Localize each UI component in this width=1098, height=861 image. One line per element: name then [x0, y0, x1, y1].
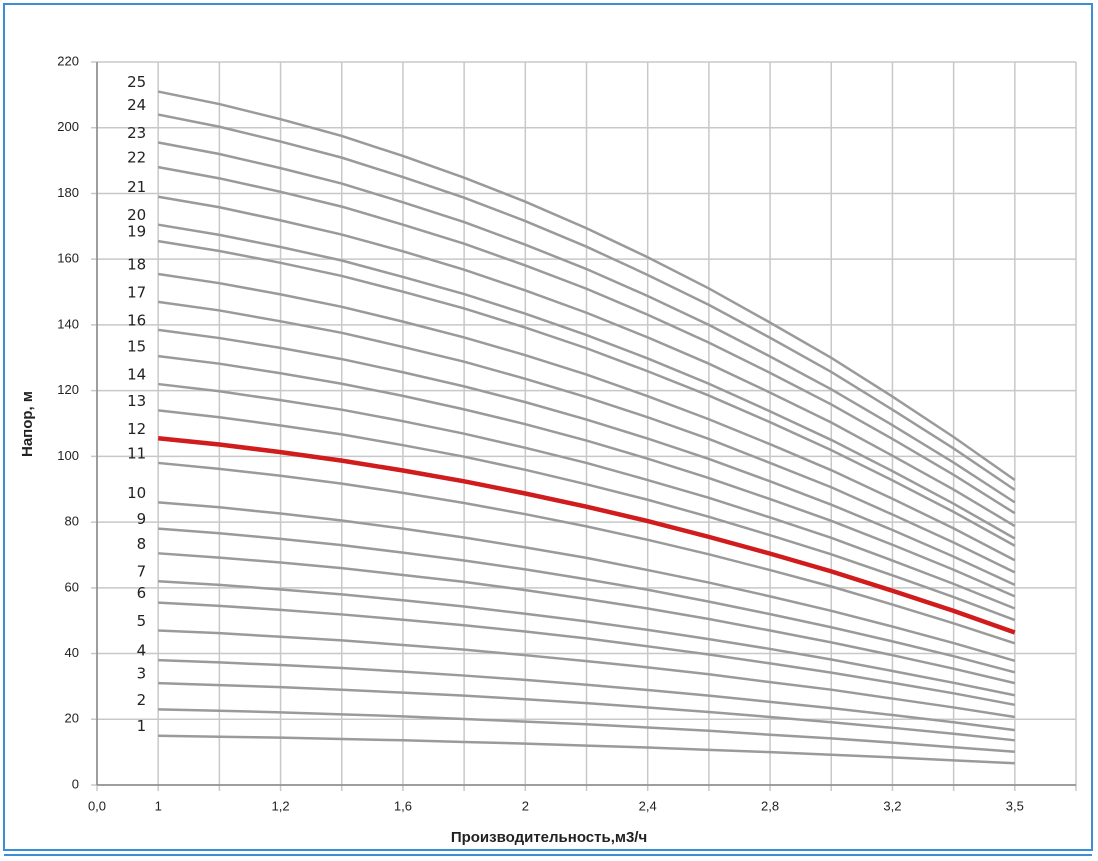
series-line: [158, 461, 1016, 645]
series-line: [157, 436, 1016, 635]
x-tick-label: 3,2: [883, 798, 901, 813]
frame: [3, 3, 1093, 851]
series-line: [158, 552, 1016, 685]
y-tick-label: 60: [65, 579, 79, 594]
series-line: [158, 501, 1016, 662]
series-label: 21: [127, 178, 146, 196]
y-tick-label: 220: [57, 53, 79, 68]
x-tick-label: 2: [522, 798, 529, 813]
series-label: 19: [127, 223, 146, 241]
series-line: [157, 90, 1016, 482]
series-line: [158, 328, 1016, 586]
series-label: 24: [127, 96, 146, 114]
series-label: 15: [127, 338, 146, 356]
series-label: 23: [127, 124, 146, 142]
series-label: 14: [127, 366, 146, 384]
x-tick-label: 1: [155, 798, 162, 813]
series-label: 9: [137, 510, 147, 528]
y-tick-label: 80: [65, 514, 79, 529]
series-label: 18: [127, 255, 146, 273]
series-line: [158, 708, 1015, 754]
series-line: [158, 658, 1015, 732]
series-label: 11: [127, 444, 146, 462]
x-tick-label: 1,2: [272, 798, 290, 813]
series-label: 12: [127, 420, 146, 438]
series-label: 20: [127, 206, 146, 224]
series-line: [157, 195, 1016, 528]
x-tick-label: 3,5: [1006, 798, 1024, 813]
y-tick-label: 160: [57, 251, 79, 266]
series-label: 7: [137, 563, 147, 581]
series-line: [158, 527, 1016, 674]
series-label: 2: [137, 691, 147, 709]
series-label: 6: [137, 584, 147, 602]
x-tick-label: 2,4: [639, 798, 657, 813]
y-tick-label: 20: [65, 711, 79, 726]
x-axis-title: Производительность,м3/ч: [451, 829, 647, 846]
series-line: [158, 300, 1016, 574]
y-tick-label: 180: [57, 185, 79, 200]
y-tick-label: 200: [57, 119, 79, 134]
series-label: 8: [137, 535, 147, 553]
series-line: [157, 165, 1016, 515]
series-line: [157, 141, 1016, 504]
series-label: 16: [127, 311, 146, 329]
series-line: [158, 409, 1016, 622]
series-line: [158, 272, 1016, 562]
y-tick-label: 40: [65, 645, 79, 660]
series-line: [158, 681, 1015, 742]
series-label: 10: [127, 484, 146, 502]
x-tick-label: 0,0: [88, 798, 106, 813]
series-line: [157, 223, 1016, 540]
series-label: 5: [137, 612, 147, 630]
x-tick-label: 1,6: [394, 798, 412, 813]
series-line: [157, 239, 1016, 547]
series-label: 1: [137, 717, 147, 735]
series-label: 22: [127, 149, 146, 167]
y-tick-label: 140: [57, 316, 79, 331]
series-line: [158, 629, 1016, 719]
series-label: 4: [137, 642, 147, 660]
series-line: [158, 579, 1016, 697]
y-tick-label: 120: [57, 382, 79, 397]
y-axis-title: Напор, м: [19, 391, 36, 457]
series-line: [158, 734, 1015, 765]
series-line: [158, 601, 1016, 707]
y-tick-label: 100: [57, 448, 79, 463]
series-label: 25: [127, 73, 146, 91]
series-line: [157, 113, 1016, 491]
series-line: [158, 382, 1016, 610]
series-label: 3: [137, 665, 147, 683]
x-tick-label: 2,8: [761, 798, 779, 813]
y-tick-label: 0: [72, 776, 79, 791]
series-label: 17: [127, 283, 146, 301]
series-line: [158, 354, 1016, 598]
series-label: 13: [127, 392, 146, 410]
